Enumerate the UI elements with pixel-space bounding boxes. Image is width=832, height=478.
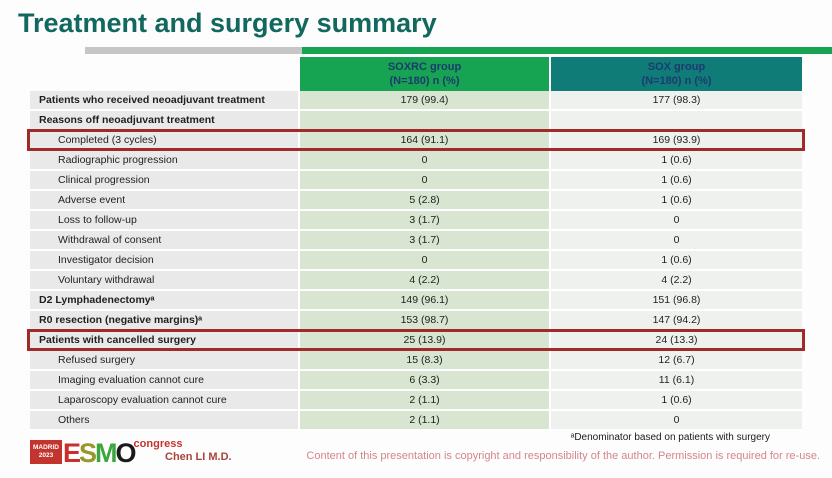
table-row: Laparoscopy evaluation cannot cure 2 (1.1… [30,391,802,411]
table-header-row: SOXRC group (N=180) n (%) SOX group (N=1… [30,57,802,91]
row-label: Others [30,411,300,431]
header-sox-sub: (N=180) n (%) [641,75,712,87]
esmo-letter: M [95,438,117,468]
sox-value: 1 (0.6) [551,151,802,171]
table-row: Voluntary withdrawal 4 (2.2) 4 (2.2) [30,271,802,291]
row-label: Adverse event [30,191,300,211]
esmo-letter: O [115,438,137,468]
row-label: Patients with cancelled surgery [30,331,300,351]
row-label: Withdrawal of consent [30,231,300,251]
soxrc-value: 0 [300,251,551,271]
page-title: Treatment and surgery summary [18,8,437,38]
row-label: D2 Lymphadenectomyᵃ [30,291,300,311]
table-row-highlighted: Patients with cancelled surgery 25 (13.9)… [27,329,805,351]
table-row: D2 Lymphadenectomyᵃ 149 (96.1) 151 (96.8) [30,291,802,311]
row-label: Patients who received neoadjuvant treatm… [30,91,300,111]
badge-year: 2023 [38,451,54,459]
table-body: Patients who received neoadjuvant treatm… [27,91,805,431]
table-row: Investigator decision 0 1 (0.6) [30,251,802,271]
header-sox-name: SOX group [647,60,706,73]
row-label: Voluntary withdrawal [30,271,300,291]
row-label: R0 resection (negative margins)ᵃ [30,311,300,331]
sox-value: 177 (98.3) [551,91,802,111]
soxrc-value: 6 (3.3) [300,371,551,391]
sox-value: 24 (13.3) [551,331,802,351]
soxrc-value: 2 (1.1) [300,411,551,431]
sox-value: 12 (6.7) [551,351,802,371]
soxrc-value: 25 (13.9) [300,331,551,351]
table-row: Patients who received neoadjuvant treatm… [30,91,802,111]
table-footnote: ᵃDenominator based on patients with surg… [570,432,770,443]
esmo-letter: S [79,438,97,468]
soxrc-value: 3 (1.7) [300,231,551,251]
table-row: Reasons off neoadjuvant treatment [30,111,802,131]
row-label: Imaging evaluation cannot cure [30,371,300,391]
row-label: Laparoscopy evaluation cannot cure [30,391,300,411]
header-empty-cell [30,57,300,91]
sox-value: 11 (6.1) [551,371,802,391]
sox-value [551,111,802,131]
presenter-name: Chen LI M.D. [165,451,232,463]
row-label: Clinical progression [30,171,300,191]
soxrc-value: 0 [300,151,551,171]
soxrc-value: 153 (98.7) [300,311,551,331]
sox-value: 1 (0.6) [551,251,802,271]
table-row: Clinical progression 0 1 (0.6) [30,171,802,191]
soxrc-value: 4 (2.2) [300,271,551,291]
sox-value: 4 (2.2) [551,271,802,291]
soxrc-value: 164 (91.1) [300,131,551,151]
underline-green-segment [302,47,832,54]
esmo-wordmark: ESMO [63,438,137,468]
soxrc-value [300,111,551,131]
table-row: Imaging evaluation cannot cure 6 (3.3) 11 … [30,371,802,391]
soxrc-value: 5 (2.8) [300,191,551,211]
sox-value: 0 [551,411,802,431]
table-row: Withdrawal of consent 3 (1.7) 0 [30,231,802,251]
sox-value: 169 (93.9) [551,131,802,151]
table-row: Adverse event 5 (2.8) 1 (0.6) [30,191,802,211]
row-label: Completed (3 cycles) [30,131,300,151]
table-row-highlighted: Completed (3 cycles) 164 (91.1) 169 (93.9) [27,129,805,151]
treatment-summary-table: SOXRC group (N=180) n (%) SOX group (N=1… [27,57,805,431]
underline-gray-segment [85,47,302,54]
title-underline [0,47,832,54]
soxrc-value: 2 (1.1) [300,391,551,411]
table-row: Others 2 (1.1) 0 [30,411,802,431]
soxrc-value: 179 (99.4) [300,91,551,111]
sox-value: 147 (94.2) [551,311,802,331]
soxrc-value: 3 (1.7) [300,211,551,231]
congress-label: congress [133,438,183,450]
soxrc-value: 149 (96.1) [300,291,551,311]
row-label: Radiographic progression [30,151,300,171]
table-row: Refused surgery 15 (8.3) 12 (6.7) [30,351,802,371]
row-label: Investigator decision [30,251,300,271]
table-row: Radiographic progression 0 1 (0.6) [30,151,802,171]
row-label: Loss to follow-up [30,211,300,231]
sox-value: 0 [551,211,802,231]
table-row: R0 resection (negative margins)ᵃ 153 (98.… [30,311,802,331]
madrid-2023-badge: MADRID 2023 [30,439,62,464]
sox-value: 151 (96.8) [551,291,802,311]
badge-venue: MADRID [33,443,59,451]
sox-value: 1 (0.6) [551,391,802,411]
soxrc-value: 0 [300,171,551,191]
table-row: Loss to follow-up 3 (1.7) 0 [30,211,802,231]
row-label: Reasons off neoadjuvant treatment [30,111,300,131]
header-soxrc-group: SOXRC group (N=180) n (%) [300,57,551,91]
sox-value: 1 (0.6) [551,191,802,211]
sox-value: 0 [551,231,802,251]
header-soxrc-name: SOXRC group [387,60,462,73]
esmo-congress-logo: MADRID 2023 ESMO congress [30,438,182,467]
header-soxrc-sub: (N=180) n (%) [389,75,460,87]
sox-value: 1 (0.6) [551,171,802,191]
row-label: Refused surgery [30,351,300,371]
esmo-letter: E [63,438,81,468]
soxrc-value: 15 (8.3) [300,351,551,371]
copyright-notice: Content of this presentation is copyrigh… [306,450,820,462]
header-sox-group: SOX group (N=180) n (%) [551,57,802,91]
